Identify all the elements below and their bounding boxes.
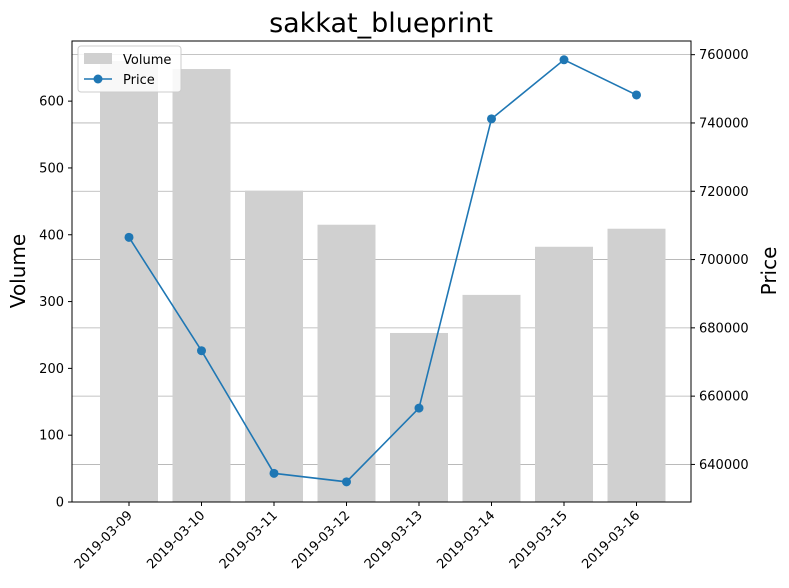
y-tick-label: 400 bbox=[39, 228, 64, 243]
price-point bbox=[124, 232, 134, 242]
y2-tick-label: 660000 bbox=[699, 390, 749, 405]
y-tick-label: 300 bbox=[39, 295, 64, 310]
chart-title: sakkat_blueprint bbox=[269, 8, 493, 39]
price-point bbox=[487, 114, 496, 124]
y2-tick-label: 760000 bbox=[699, 48, 749, 63]
price-point bbox=[197, 346, 206, 356]
legend-volume-label: Volume bbox=[123, 53, 171, 68]
y2-tick-label: 640000 bbox=[699, 458, 749, 473]
y-axis-title: Volume bbox=[6, 234, 30, 308]
volume-bar bbox=[172, 69, 231, 503]
bar-layer bbox=[100, 61, 666, 503]
price-point bbox=[414, 403, 424, 413]
y-tick-label: 200 bbox=[39, 362, 64, 377]
y-tick-label: 600 bbox=[39, 95, 64, 110]
line-layer bbox=[124, 55, 641, 487]
legend: Volume Price bbox=[77, 45, 182, 93]
y-tick-label: 100 bbox=[39, 429, 64, 444]
volume-bar bbox=[390, 332, 448, 502]
volume-bar bbox=[535, 246, 593, 502]
volume-bar bbox=[245, 190, 303, 503]
y-tick-label: 0 bbox=[56, 496, 64, 511]
price-point bbox=[342, 477, 351, 487]
legend-volume-swatch bbox=[84, 53, 112, 64]
price-point bbox=[269, 468, 279, 478]
y2-axis-title: Price bbox=[757, 247, 781, 296]
y2-tick-label: 700000 bbox=[699, 253, 749, 268]
volume-bar bbox=[317, 224, 376, 503]
plot-frame bbox=[71, 40, 692, 503]
y2-tick-label: 720000 bbox=[699, 185, 749, 200]
price-point bbox=[559, 55, 569, 65]
volume-bar bbox=[607, 228, 666, 502]
legend-price-label: Price bbox=[123, 73, 155, 88]
y-tick-label: 500 bbox=[39, 161, 64, 176]
price-line bbox=[128, 58, 637, 483]
y2-tick-label: 740000 bbox=[699, 116, 749, 131]
legend-price-marker bbox=[93, 74, 103, 84]
volume-bar bbox=[462, 294, 521, 502]
price-point bbox=[632, 90, 641, 100]
y2-tick-label: 680000 bbox=[699, 321, 749, 336]
volume-bar bbox=[100, 61, 158, 502]
